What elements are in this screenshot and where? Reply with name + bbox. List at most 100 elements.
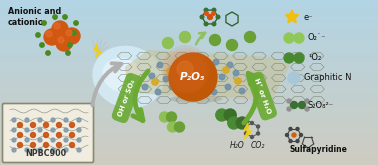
Bar [0,150,378,153]
Bar [0,26,378,29]
Bar [0,111,378,114]
Bar [0,45,378,48]
Circle shape [223,67,229,73]
Circle shape [299,101,305,109]
Bar [0,113,378,116]
Circle shape [142,84,148,90]
Bar [0,16,378,19]
Circle shape [284,33,294,43]
Circle shape [64,118,68,122]
Circle shape [66,30,72,36]
Bar [0,129,378,132]
Bar [0,63,378,66]
Bar [0,55,378,58]
Bar [0,59,378,62]
Bar [0,133,378,136]
Circle shape [177,72,183,78]
Bar [0,41,378,43]
Circle shape [211,89,217,95]
Text: NPBC900: NPBC900 [25,149,67,158]
Circle shape [289,127,292,131]
Text: H⁺ or H₂O: H⁺ or H₂O [253,77,271,115]
Bar [0,82,378,84]
Circle shape [285,133,288,136]
Circle shape [25,148,29,152]
Bar [0,33,378,35]
Circle shape [155,89,161,95]
Bar [0,99,378,101]
Circle shape [66,51,70,55]
Bar [0,20,378,23]
Circle shape [212,12,215,15]
Bar [0,47,378,49]
Bar [0,115,378,117]
Circle shape [166,112,177,122]
Bar [0,12,378,15]
Bar [0,117,378,120]
Bar [0,100,378,103]
Circle shape [51,148,55,152]
Circle shape [56,35,72,51]
Bar [0,14,378,16]
Bar [0,49,378,51]
Circle shape [51,118,55,122]
Circle shape [204,12,208,15]
Circle shape [46,51,50,55]
Circle shape [167,68,173,74]
Circle shape [236,117,248,129]
Circle shape [38,128,42,132]
Bar [0,66,378,68]
Circle shape [12,148,16,152]
Circle shape [42,21,46,25]
Bar [0,119,378,122]
Circle shape [219,74,225,80]
Circle shape [213,59,219,65]
Circle shape [195,66,201,72]
Circle shape [77,128,81,132]
Circle shape [31,122,36,128]
Circle shape [70,122,74,128]
Circle shape [12,118,16,122]
Circle shape [51,138,55,142]
Bar [0,123,378,126]
Bar [0,121,378,124]
Circle shape [38,118,42,122]
Circle shape [212,22,216,26]
Circle shape [162,46,210,94]
Bar [0,30,378,33]
Bar [0,88,378,91]
Bar [0,140,378,142]
Text: Graphitic N: Graphitic N [304,73,352,82]
Circle shape [296,140,299,143]
Bar [0,51,378,54]
Circle shape [166,50,208,92]
Circle shape [25,118,29,122]
Circle shape [70,143,74,148]
Bar [0,103,378,105]
Circle shape [51,128,55,132]
Bar [0,0,378,2]
Circle shape [305,107,309,111]
Circle shape [17,122,23,128]
Circle shape [287,107,291,111]
Circle shape [197,84,203,90]
Bar [0,105,378,107]
Bar [0,162,378,165]
Circle shape [177,61,193,77]
Bar [0,57,378,60]
Circle shape [164,48,209,93]
Bar [0,76,378,78]
Bar [0,107,378,109]
Circle shape [167,122,178,132]
Circle shape [46,31,52,37]
Bar [0,158,378,161]
Text: OH or SO₄: OH or SO₄ [118,79,136,117]
Circle shape [191,75,197,81]
Circle shape [228,117,240,129]
Bar [0,28,378,31]
Circle shape [180,80,186,86]
Circle shape [31,143,36,148]
Circle shape [40,43,44,47]
Circle shape [212,8,216,12]
Circle shape [36,33,40,37]
